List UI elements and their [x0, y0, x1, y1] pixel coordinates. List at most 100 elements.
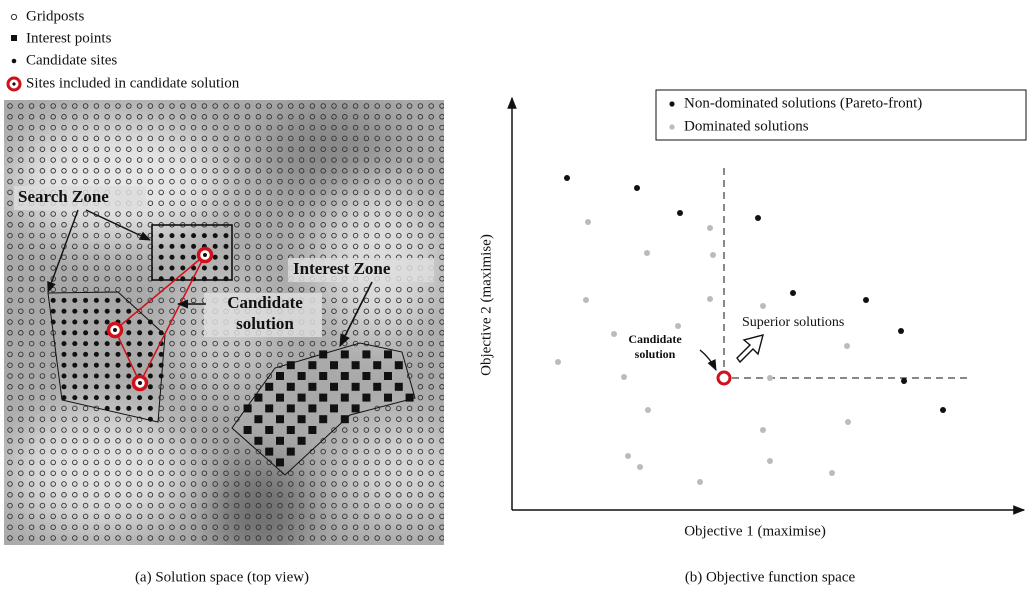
candidate-site [72, 395, 77, 400]
interest-point [373, 361, 381, 369]
interest-point [287, 361, 295, 369]
candidate-site [224, 255, 229, 260]
interest-point [244, 404, 252, 412]
candidate-site [126, 406, 131, 411]
candidate-site [148, 341, 153, 346]
candidate-site [170, 244, 175, 249]
candidate-site [72, 374, 77, 379]
candidate-site [126, 330, 131, 335]
interest-point [352, 361, 360, 369]
candidate-site [62, 309, 67, 314]
dominated-point [611, 331, 617, 337]
candidate-site [94, 363, 99, 368]
legend-symbol [669, 124, 674, 129]
interest-point [319, 372, 327, 380]
candidate-site [191, 244, 196, 249]
candidate-site [94, 395, 99, 400]
candidate-site [180, 244, 185, 249]
candidate-label: solution [236, 314, 294, 333]
candidate-site [105, 363, 110, 368]
candidate-site [72, 341, 77, 346]
candidate-label: Candidate [227, 293, 303, 312]
y-axis-label: Objective 2 (maximise) [478, 234, 494, 376]
dominated-point [707, 225, 713, 231]
candidate-site [83, 384, 88, 389]
candidate-site [94, 309, 99, 314]
candidate-site [148, 320, 153, 325]
candidate-site [224, 244, 229, 249]
interest-point [298, 372, 306, 380]
candidate-site [213, 244, 218, 249]
candidate-site [62, 320, 67, 325]
dominated-point [621, 374, 627, 380]
candidate-site [159, 352, 164, 357]
interest-point [254, 437, 262, 445]
interest-point [308, 426, 316, 434]
dominated-point [697, 479, 703, 485]
candidate-site [62, 352, 67, 357]
candidate-site [62, 384, 67, 389]
candidate-site [116, 406, 121, 411]
candidate-site [72, 330, 77, 335]
candidate-site [137, 330, 142, 335]
candidate-site [137, 406, 142, 411]
interest-point [287, 383, 295, 391]
included-symbol [12, 82, 15, 85]
candidate-label: solution [635, 347, 676, 361]
interest-point [330, 361, 338, 369]
interest-point [298, 394, 306, 402]
interest-point [254, 415, 262, 423]
dominated-point [710, 252, 716, 258]
candidate-site [224, 276, 229, 281]
candidate-site [62, 374, 67, 379]
candidate-site [116, 341, 121, 346]
candidate-site [94, 298, 99, 303]
legend-text: Candidate sites [26, 52, 117, 68]
legend-text: Sites included in candidate solution [26, 75, 240, 91]
candidate-site [83, 374, 88, 379]
candidate-site [148, 384, 153, 389]
candidate-site [170, 255, 175, 260]
candidate-site [213, 266, 218, 271]
candidate-site [213, 276, 218, 281]
superior-arrow [737, 335, 763, 362]
figure: Gridposts Interest points Candidate site… [0, 0, 1027, 594]
candidate-site [213, 233, 218, 238]
legend-symbol [669, 101, 674, 106]
dominated-point [637, 464, 643, 470]
candidate-site [94, 341, 99, 346]
interest-point [341, 372, 349, 380]
interest-point [341, 415, 349, 423]
interest-point [287, 426, 295, 434]
interest-point [265, 426, 273, 434]
candidate-site [94, 384, 99, 389]
candidate-site [105, 341, 110, 346]
interest-point [319, 415, 327, 423]
candidate-site [94, 320, 99, 325]
interest-point [276, 372, 284, 380]
candidate-label: Candidate [628, 332, 682, 346]
candidate-site [126, 341, 131, 346]
candidate-site [51, 309, 56, 314]
interest-point [319, 350, 327, 358]
dominated-point [675, 323, 681, 329]
candidate-site [180, 255, 185, 260]
caption: (b) Objective function space [685, 569, 856, 585]
interest-point [287, 448, 295, 456]
candidate-site [105, 352, 110, 357]
candidate-site [62, 395, 67, 400]
dominated-point [760, 427, 766, 433]
candidate-site [116, 384, 121, 389]
candidate-site [83, 363, 88, 368]
dominated-point [767, 458, 773, 464]
candidate-site [51, 298, 56, 303]
dominated-point [767, 375, 773, 381]
dominated-point [644, 250, 650, 256]
candidate-site [105, 406, 110, 411]
candidate-site [213, 255, 218, 260]
candidate-site [51, 320, 56, 325]
candidate-site [159, 330, 164, 335]
non-dominated-point [634, 185, 640, 191]
candidate-site [83, 341, 88, 346]
interest-zone-label: Interest Zone [293, 259, 391, 278]
